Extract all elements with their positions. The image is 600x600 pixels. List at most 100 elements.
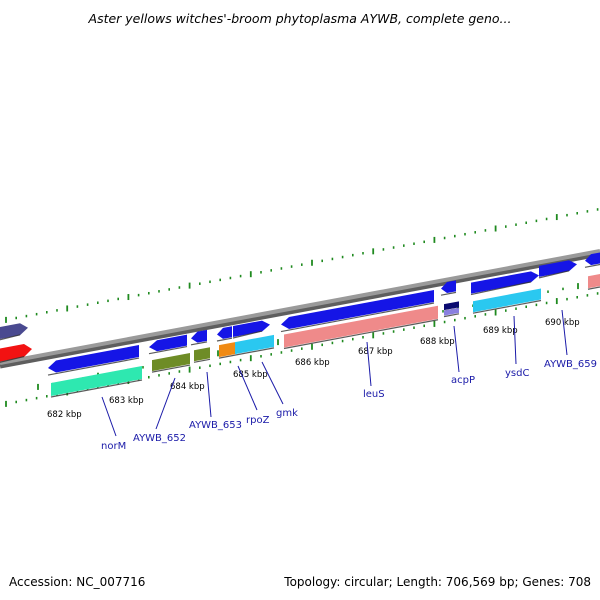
bar-norM-shadow [50, 379, 143, 398]
cds-gmk-body [233, 320, 270, 338]
cds-leuS [280, 289, 435, 333]
bar-leuS [283, 305, 439, 350]
cds-aywb653-body [191, 329, 207, 343]
cds-aywb652-shadow [148, 346, 188, 355]
cds-leuS-shadow [280, 302, 435, 333]
gene-red-left-body [0, 344, 32, 362]
backbone [0, 249, 600, 365]
cds-aywb652 [148, 334, 188, 355]
leader-line [366, 341, 372, 387]
kbp-label-layer: 682 kbp 683 kbp 684 kbp 685 kbp 686 kbp 687 k… [47, 318, 580, 420]
cds-ysdC [470, 271, 539, 296]
gene-label: rpoZ [246, 415, 270, 426]
bar-right-edge-shadow [587, 286, 600, 290]
cds-aywb653 [190, 329, 208, 346]
gene-purple-left [0, 323, 28, 341]
gene-purple-left-shadow [0, 334, 21, 341]
bar-aywb653-body [194, 347, 210, 362]
bar-gmk-shadow [234, 347, 275, 356]
cds-right-edge [584, 252, 600, 268]
gene-label: norM [101, 441, 126, 452]
gene-label: gmk [276, 408, 298, 419]
leader-line [206, 371, 212, 418]
leader-line [561, 309, 568, 356]
bar-rpoZ-body [219, 342, 235, 358]
cds-ysdC-body [471, 271, 539, 294]
feature-layer [0, 252, 600, 398]
gene-purple-left-body [0, 323, 28, 339]
bar-norM [50, 365, 143, 398]
kbp-label: 683 kbp [109, 396, 144, 406]
leader-line [513, 315, 517, 365]
bar-ysdC [472, 288, 542, 314]
cds-rpoZ-body [217, 326, 232, 339]
leader-line [155, 377, 176, 430]
leader-line [261, 361, 284, 405]
cds-gmk [232, 320, 270, 339]
kbp-label: 690 kbp [545, 318, 580, 328]
bar-right-edge-body [588, 274, 600, 289]
cds-acpP-body [441, 280, 456, 294]
bar-gmk-body [235, 334, 274, 355]
bar-rpoZ [218, 342, 236, 359]
accession-text: Accession: NC_007716 [9, 575, 146, 589]
kbp-label: 688 kbp [420, 337, 455, 347]
bar-acpP-light-body [444, 307, 459, 316]
cds-aywb659-body [539, 260, 577, 277]
leader-line [237, 365, 258, 411]
bar-leuS-shadow [283, 319, 439, 350]
bar-acpP-light [443, 307, 460, 318]
cds-acpP-shadow [440, 291, 457, 296]
cds-rpoZ-shadow [216, 337, 233, 342]
leader-line [453, 325, 460, 373]
backbone-shadow [0, 251, 600, 369]
cds-norM-shadow [47, 357, 140, 376]
gene-red-left [0, 344, 32, 363]
gene-label: AYWB_652 [133, 433, 186, 444]
cds-ysdC-shadow [470, 281, 532, 296]
bar-norM-body [51, 365, 142, 396]
bar-right-edge [587, 274, 600, 290]
cds-right-edge-body [585, 252, 600, 266]
gene-label: AYWB_653 [189, 420, 242, 431]
inner-tick-row [5, 292, 599, 407]
outer-tick-row [5, 208, 599, 323]
bar-aywb652 [151, 353, 191, 373]
cds-aywb659 [538, 260, 577, 279]
gene-label: ysdC [505, 368, 529, 379]
gene-label: leuS [363, 389, 385, 400]
bar-aywb653-shadow [193, 358, 211, 363]
kbp-label: 686 kbp [295, 358, 330, 368]
gene-label: acpP [451, 375, 475, 386]
kbp-label: 682 kbp [47, 410, 82, 420]
cds-rpoZ [216, 326, 233, 342]
cds-leuS-body [281, 289, 434, 330]
cds-norM-body [48, 345, 139, 373]
bar-rpoZ-shadow [218, 354, 236, 359]
cds-aywb652-body [149, 334, 187, 352]
bar-acpP-dark-body [444, 301, 459, 311]
cds-aywb659-shadow [538, 270, 570, 279]
gene-label: AYWB_659 [544, 359, 597, 370]
map-title: Aster yellows witches'-broom phytoplasma… [88, 11, 512, 26]
bar-leuS-body [284, 305, 438, 348]
bar-acpP-light-shadow [443, 313, 460, 318]
cds-gmk-shadow [232, 330, 263, 339]
leader-line [101, 396, 117, 437]
bar-ysdC-body [473, 288, 541, 313]
cds-right-edge-shadow [584, 263, 600, 268]
cds-aywb653-shadow [190, 341, 208, 346]
topology-summary: Topology: circular; Length: 706,569 bp; … [284, 575, 591, 589]
bar-aywb653 [193, 347, 211, 363]
kbp-label: 685 kbp [233, 370, 268, 380]
kbp-label: 687 kbp [358, 347, 393, 357]
bar-aywb652-body [152, 353, 190, 372]
bar-aywb652-shadow [151, 364, 191, 373]
kbp-label: 684 kbp [170, 382, 205, 392]
bar-gmk [234, 334, 275, 356]
kbp-label: 689 kbp [483, 326, 518, 336]
cds-norM [47, 345, 140, 376]
bar-ysdC-shadow [472, 299, 542, 314]
